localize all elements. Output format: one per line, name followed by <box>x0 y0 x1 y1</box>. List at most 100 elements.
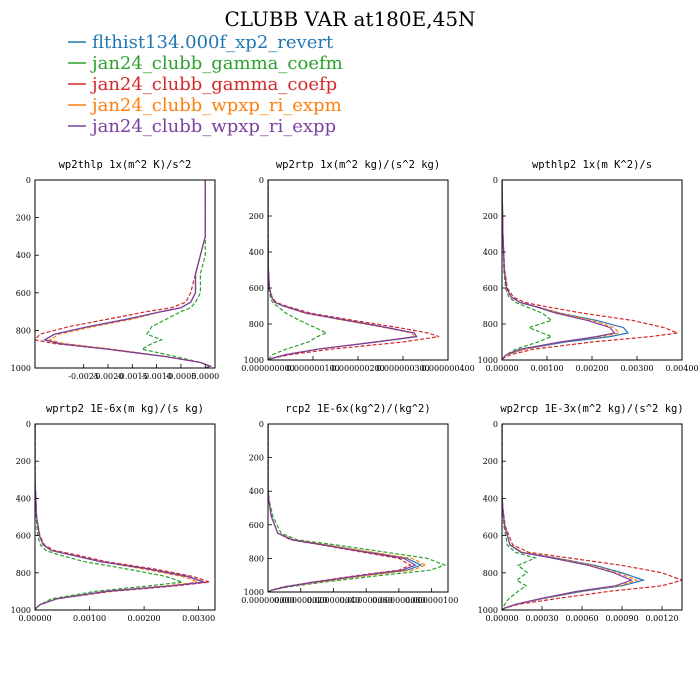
y-tick-label: 0 <box>26 420 31 429</box>
series-line <box>502 180 616 360</box>
y-tick-label: 400 <box>249 248 264 257</box>
y-tick-label: 1000 <box>244 588 264 597</box>
series-line <box>268 180 418 360</box>
y-tick-label: 400 <box>483 494 498 503</box>
series-line <box>502 180 621 360</box>
series-group <box>35 424 210 610</box>
y-tick-label: 400 <box>16 251 31 260</box>
x-tick-label: 0.00100 <box>530 364 563 373</box>
x-tick-label: 0.0000 <box>191 372 219 381</box>
legend-label: jan24_clubb_gamma_coefm <box>90 53 343 74</box>
series-line <box>502 424 639 610</box>
y-tick-label: 200 <box>483 457 498 466</box>
x-tick-label: 0.00000 <box>485 364 518 373</box>
x-tick-label: 0.000000100 <box>286 364 339 373</box>
panel: wprtp2 1E-6x(m kg)/(s kg) 0 200 400 600 800 10… <box>11 403 216 623</box>
figure-title: CLUBB VAR at180E,45N <box>224 7 475 31</box>
x-tick-label: 0.00060 <box>565 614 598 623</box>
series-line <box>35 424 210 610</box>
legend-entry: jan24_clubb_wpxp_ri_expp <box>68 116 336 137</box>
x-tick-label: 0.000000060 <box>339 596 392 605</box>
panel-title: wprtp2 1E-6x(m kg)/(s kg) <box>46 403 204 415</box>
series-line <box>502 180 554 360</box>
panel-title: wpthlp2 1x(m K^2)/s <box>532 159 652 171</box>
x-tick-label: 0.00300 <box>620 364 653 373</box>
x-tick-label: -0.0025 <box>68 372 99 381</box>
y-tick-label: 800 <box>483 320 498 329</box>
y-tick-label: 600 <box>483 284 498 293</box>
x-tick-label: 0.000000020 <box>274 596 327 605</box>
y-tick-label: 800 <box>249 554 264 563</box>
series-line <box>502 180 680 360</box>
x-tick-label: 0.00200 <box>128 614 161 623</box>
y-tick-label: 200 <box>16 457 31 466</box>
y-tick-label: 600 <box>16 532 31 541</box>
y-tick-label: 1000 <box>478 356 498 365</box>
y-tick-label: 1000 <box>11 364 31 373</box>
series-line <box>43 180 212 368</box>
series-line <box>140 180 212 368</box>
x-tick-label: -0.0020 <box>93 372 124 381</box>
series-group <box>502 424 682 610</box>
legend-label: jan24_clubb_wpxp_ri_expp <box>90 116 336 137</box>
x-tick-label: -0.0010 <box>141 372 172 381</box>
series-line <box>502 424 682 610</box>
x-tick-label: 0.000000000 <box>241 596 294 605</box>
x-tick-label: 0.00030 <box>525 614 558 623</box>
panel: wp2rcp 1E-3x(m^2 kg)/(s^2 kg)0 200 400 600 8… <box>478 403 684 623</box>
series-line <box>48 180 212 368</box>
x-tick-label: -0.0015 <box>117 372 148 381</box>
series-line <box>43 180 212 368</box>
series-line <box>35 180 212 368</box>
y-tick-label: 0 <box>259 420 264 429</box>
y-tick-label: 1000 <box>11 606 31 615</box>
x-tick-label: 0.00100 <box>73 614 106 623</box>
series-group <box>268 180 440 360</box>
x-tick-label: 0.000000400 <box>421 364 474 373</box>
panel-title: wp2rtp 1x(m^2 kg)/(s^2 kg) <box>276 159 440 171</box>
x-tick-label: 0.00000 <box>485 614 518 623</box>
panels: wp2thlp 1x(m^2 K)/s^2 0 200 400 600 800 1000 -0… <box>11 159 699 623</box>
plot-frame <box>34 423 216 611</box>
y-tick-label: 200 <box>249 212 264 221</box>
x-tick-label: 0.000000100 <box>405 596 458 605</box>
y-tick-label: 400 <box>483 248 498 257</box>
plot-frame <box>34 179 216 369</box>
series-line <box>268 424 412 592</box>
y-tick-label: 200 <box>249 454 264 463</box>
legend-label: jan24_clubb_gamma_coefp <box>90 74 337 95</box>
y-tick-label: 0 <box>493 176 498 185</box>
x-tick-label: 0.000000000 <box>241 364 294 373</box>
panel: rcp2 1E-6x(kg^2)/(kg^2) 0 200 400 600 800 1000… <box>241 403 458 605</box>
panel-title: rcp2 1E-6x(kg^2)/(kg^2) <box>285 403 430 415</box>
series-line <box>268 424 423 592</box>
y-tick-label: 1000 <box>244 356 264 365</box>
series-group <box>35 180 212 368</box>
y-tick-label: 0 <box>26 176 31 185</box>
series-line <box>35 424 199 610</box>
series-line <box>268 424 447 592</box>
series-line <box>35 424 205 610</box>
x-tick-label: 0.00300 <box>182 614 215 623</box>
series-group <box>268 424 447 592</box>
panel-title: wp2rcp 1E-3x(m^2 kg)/(s^2 kg) <box>500 403 683 415</box>
series-line <box>268 180 416 360</box>
x-tick-label: 0.00090 <box>605 614 638 623</box>
series-group <box>502 180 680 360</box>
y-tick-label: 800 <box>249 320 264 329</box>
x-tick-label: 0.000000300 <box>376 364 429 373</box>
y-tick-label: 400 <box>249 487 264 496</box>
y-tick-label: 1000 <box>478 606 498 615</box>
x-tick-label: 0.00400 <box>665 364 698 373</box>
legend-label: flthist134.000f_xp2_revert <box>92 32 334 53</box>
y-tick-label: 600 <box>249 521 264 530</box>
series-line <box>35 424 183 610</box>
y-tick-label: 800 <box>483 569 498 578</box>
series-line <box>502 424 538 610</box>
x-tick-label: 0.00000 <box>18 614 51 623</box>
legend-entry: jan24_clubb_gamma_coefp <box>68 74 337 95</box>
series-line <box>502 180 630 360</box>
y-tick-label: 400 <box>16 494 31 503</box>
series-line <box>268 180 418 360</box>
